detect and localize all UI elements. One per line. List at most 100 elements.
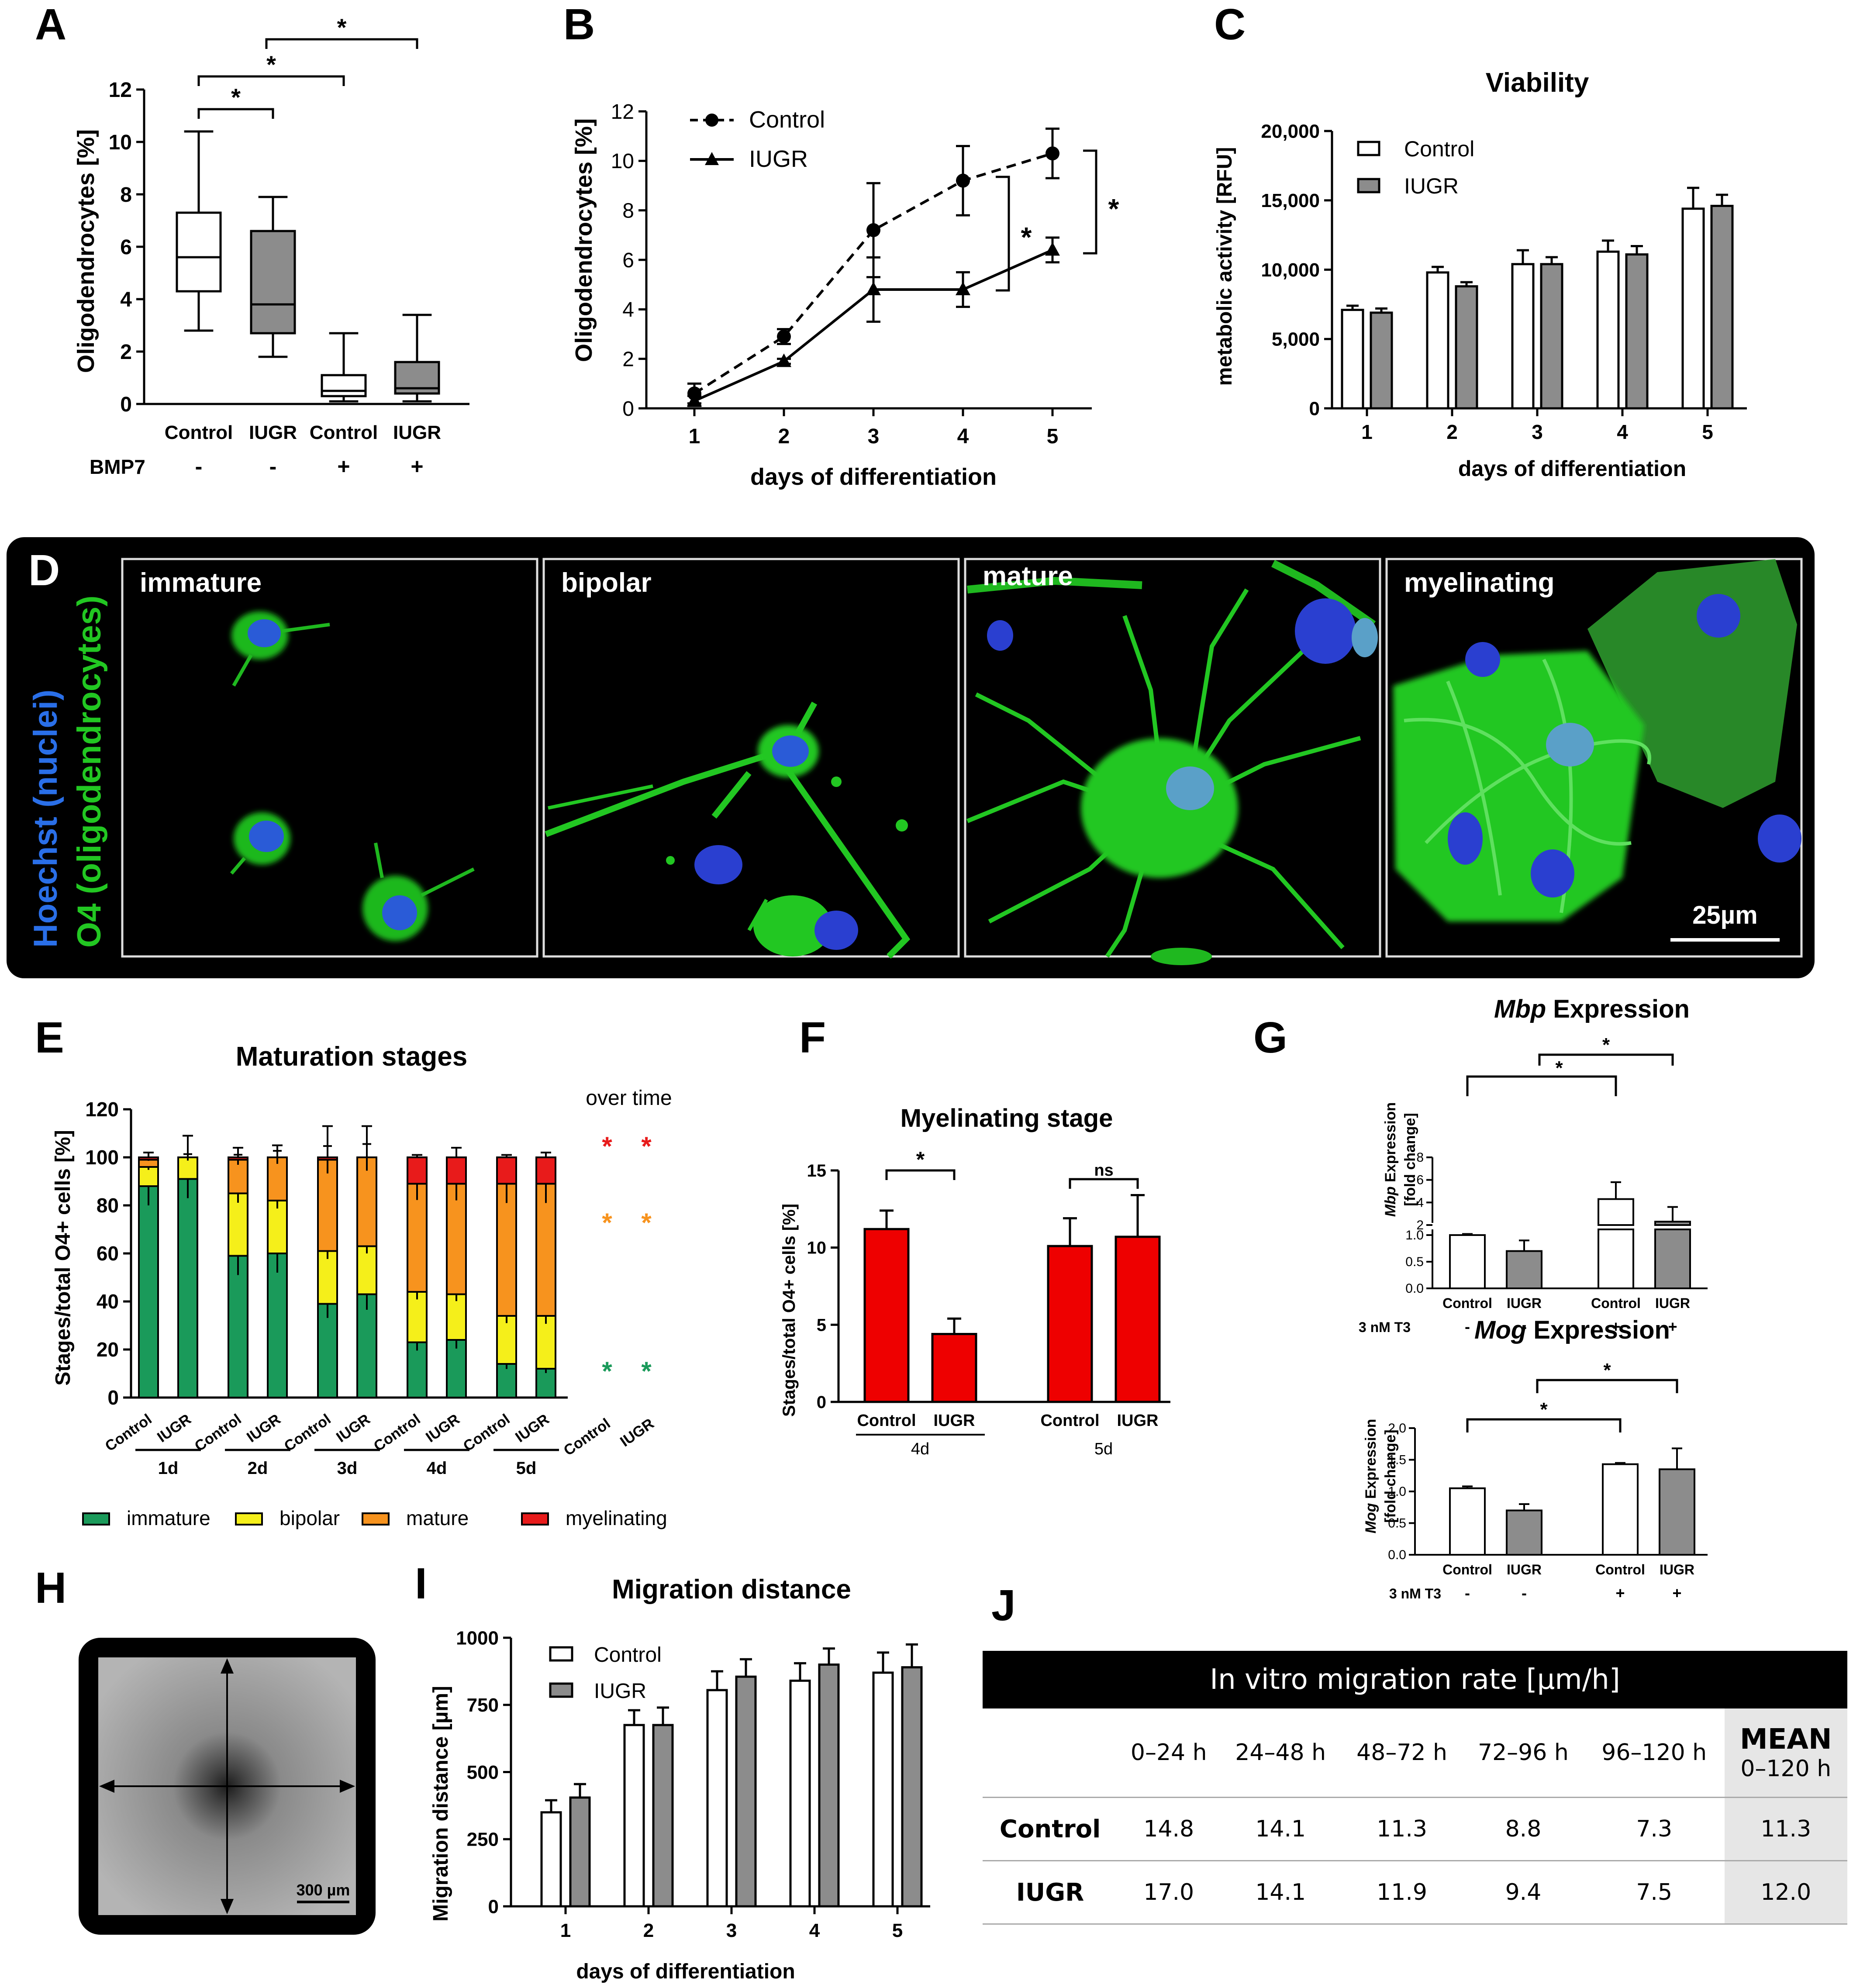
table-row: Control 14.8 14.1 11.3 8.8 7.3 11.3 <box>983 1797 1847 1861</box>
table-header-row: 0–24 h 24–48 h 48–72 h 72–96 h 96–120 h … <box>983 1708 1847 1798</box>
stage-label-bipolar: bipolar <box>561 568 652 598</box>
y-tick-label: 10 <box>109 131 132 154</box>
data-point-iugr <box>1045 242 1060 256</box>
table-col-header: 0–24 h <box>1118 1708 1220 1798</box>
data-point-iugr <box>866 282 881 295</box>
data-point-control <box>956 173 970 188</box>
panel-b-ylabel: Oligodendrocytes [%] <box>571 118 597 362</box>
t3-label: 3 nM T3 <box>1359 1319 1411 1335</box>
panel-c-chart: C Viability metabolic activity [RFU] day… <box>1213 0 1747 481</box>
bar-label: IUGR <box>244 1411 283 1446</box>
table-col-header: 96–120 h <box>1584 1708 1725 1798</box>
bar-iugr <box>1625 253 1649 410</box>
bar-control <box>1681 207 1705 410</box>
stack-segment-immature <box>177 1178 198 1398</box>
legend-label-control: Control <box>1404 137 1474 161</box>
table-cell: 17.0 <box>1118 1860 1220 1925</box>
legend-marker-iugr <box>705 152 719 165</box>
bar-mbp <box>1506 1250 1542 1289</box>
data-point-control <box>777 329 791 344</box>
table-cell: 8.8 <box>1463 1797 1584 1861</box>
y-tick-label: 80 <box>97 1194 119 1217</box>
over-time-star: * <box>602 1356 612 1386</box>
stack-segment-immature <box>407 1341 428 1398</box>
significance-bracket <box>885 1169 956 1180</box>
legend-marker-control <box>705 114 718 127</box>
stack-segment-bipolar <box>535 1315 556 1370</box>
panel-f-title: Myelinating stage <box>901 1104 1113 1132</box>
over-time-label: IUGR <box>617 1415 657 1450</box>
x-tick-label: IUGR <box>1507 1562 1542 1577</box>
x-tick-label: 3 <box>1532 421 1543 443</box>
stack-segment-mature <box>407 1183 428 1293</box>
group-label: 4d <box>911 1440 929 1458</box>
y-tick-label: 2.0 <box>1388 1421 1406 1436</box>
significance-bracket <box>1083 149 1097 255</box>
significance-star: * <box>1603 1360 1611 1381</box>
x-tick-label: 5 <box>892 1920 903 1941</box>
x-tick-label: 1 <box>689 425 700 448</box>
t3-sign: + <box>1611 1318 1620 1336</box>
stack-segment-myelinating <box>317 1156 338 1161</box>
bar-label: Control <box>192 1411 245 1454</box>
panel-a-letter: A <box>35 0 66 49</box>
y-tick-label: 1.5 <box>1388 1453 1406 1467</box>
stack-segment-mature <box>317 1159 338 1252</box>
y-tick-label: 10,000 <box>1261 259 1320 281</box>
bar-mbp <box>1654 1221 1691 1226</box>
bar-label: IUGR <box>423 1411 462 1446</box>
significance-bracket <box>1466 1418 1622 1432</box>
significance-bracket <box>996 176 1010 292</box>
x-tick-label: 4 <box>957 425 969 448</box>
box <box>321 374 367 397</box>
stack-segment-bipolar <box>407 1291 428 1343</box>
panel-g-mbp-ylabel: Mbp Expression <box>1382 1102 1399 1217</box>
panel-h-image: H 300 µm <box>35 1568 376 1935</box>
stack-segment-immature <box>138 1185 159 1398</box>
panel-j-letter-svg: J <box>991 1581 1016 1630</box>
stack-segment-immature <box>446 1339 467 1398</box>
legend-label-mature: mature <box>406 1507 469 1529</box>
micrograph-immature: immature <box>121 558 538 958</box>
legend-swatch-iugr <box>549 1682 573 1698</box>
panel-h-scale: 300 µm <box>297 1881 350 1899</box>
x-tick-label: Control <box>165 422 233 443</box>
x-tick-label: Control <box>857 1412 916 1430</box>
bar-mog <box>1659 1468 1695 1556</box>
bar-control <box>789 1679 811 1908</box>
bar-mbp <box>1598 1198 1634 1226</box>
y-tick-label: 1.0 <box>1388 1484 1406 1499</box>
bar-iugr <box>1370 311 1393 410</box>
bar-myelinating <box>1047 1245 1093 1403</box>
x-tick-label: 1 <box>560 1920 571 1941</box>
y-tick-label: 120 <box>85 1098 119 1121</box>
stack-segment-immature <box>317 1303 338 1398</box>
legend-swatch-mature <box>362 1512 390 1526</box>
bar-control <box>1596 250 1620 410</box>
bar-control <box>1426 271 1449 410</box>
x-tick-label: 3 <box>868 425 880 448</box>
y-tick-label: 500 <box>467 1762 499 1783</box>
y-tick-label: 0 <box>107 1386 119 1409</box>
stack-segment-myelinating <box>535 1156 556 1185</box>
y-tick-label: 0 <box>1309 398 1320 419</box>
significance-star: * <box>266 51 276 78</box>
bar-label: IUGR <box>333 1411 373 1446</box>
micrograph-bipolar: bipolar <box>542 558 960 959</box>
y-tick-label: 15,000 <box>1261 190 1320 211</box>
panel-d-label-o4: O4 (oligodendrocytes) <box>71 595 108 948</box>
panel-e-letter: E <box>35 1013 64 1062</box>
stack-segment-myelinating <box>228 1156 248 1161</box>
y-tick-label: 0.5 <box>1388 1516 1406 1531</box>
over-time-star: * <box>641 1356 652 1386</box>
panel-a-bmp-label: BMP7 <box>90 456 145 478</box>
significance-star: * <box>231 83 241 111</box>
significance-bracket <box>197 108 274 119</box>
scale-label: 25µm <box>1692 901 1758 929</box>
x-tick-label: IUGR <box>934 1412 975 1430</box>
y-tick-label: 250 <box>467 1829 499 1850</box>
y-tick-label: 5 <box>817 1315 826 1335</box>
panel-i-letter: I <box>415 1559 427 1608</box>
stack-segment-mature <box>138 1159 159 1168</box>
micrograph-myelinating: myelinating 25µm <box>1385 558 1803 958</box>
